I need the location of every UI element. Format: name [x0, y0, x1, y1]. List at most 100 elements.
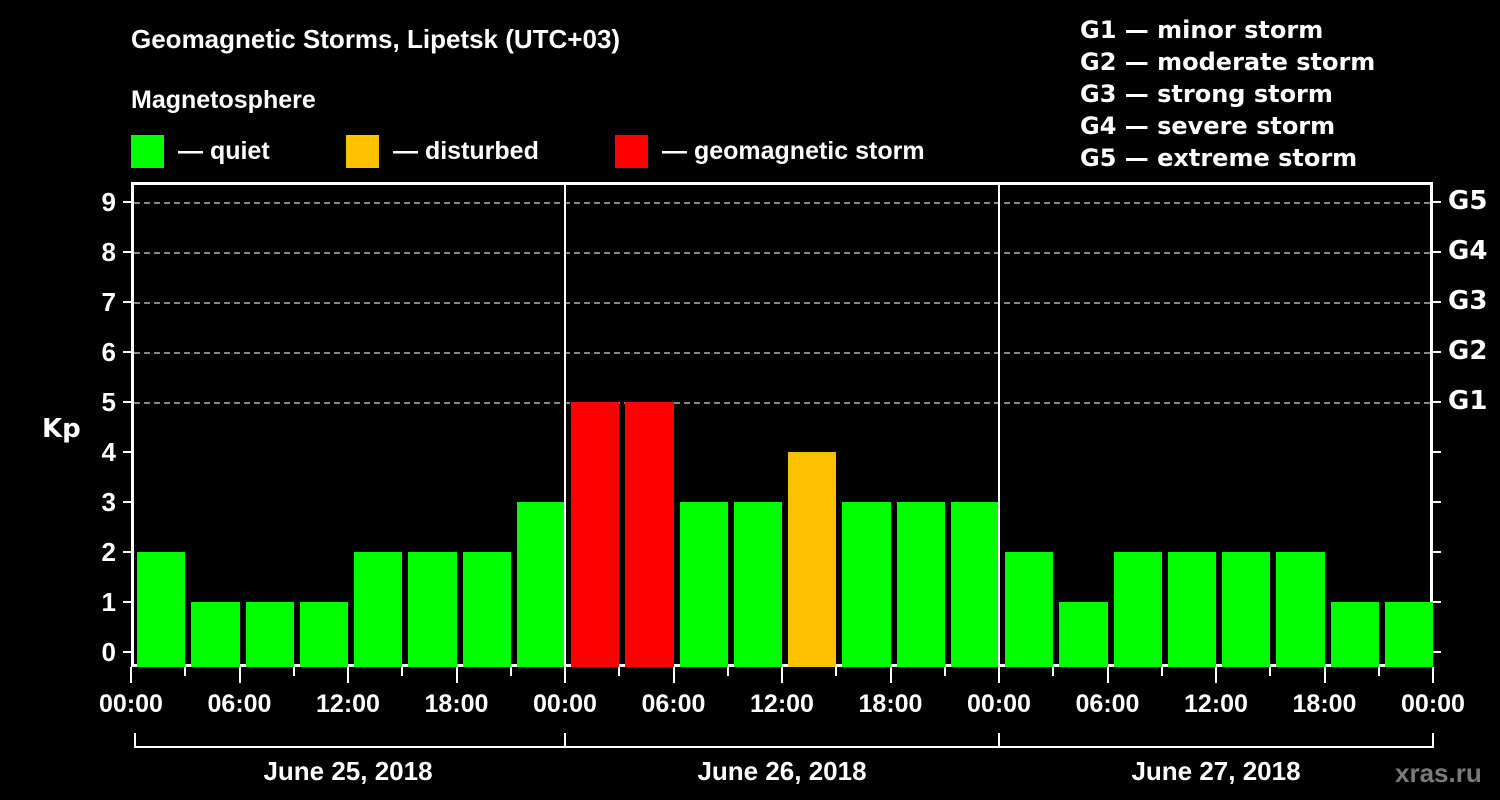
x-tick [943, 667, 946, 676]
x-tick [1432, 667, 1434, 683]
x-tick-label: 00:00 [533, 690, 597, 718]
x-tick-label: 00:00 [1401, 690, 1465, 718]
x-tick-label: 06:00 [207, 690, 272, 718]
day-bracket-tick [998, 733, 1000, 748]
x-tick [184, 667, 187, 676]
kp-bar [516, 502, 565, 667]
y-tick-label: 3 [101, 487, 116, 517]
y-tick-label: 0 [101, 637, 116, 667]
x-tick-label: 12:00 [750, 690, 814, 718]
x-tick [726, 667, 729, 676]
y-tick-right [1433, 651, 1441, 653]
kp-bar [1113, 552, 1162, 667]
kp-bar [842, 502, 891, 667]
y-tick-label: 9 [101, 187, 116, 217]
gridline [134, 402, 1430, 404]
x-tick-label: 00:00 [967, 690, 1031, 718]
kp-bar [571, 402, 620, 667]
x-tick [998, 667, 1000, 683]
legend-storm-label: — geomagnetic storm [662, 136, 925, 165]
x-tick [672, 667, 675, 683]
y-tick-label: 1 [101, 587, 116, 617]
x-tick [1215, 667, 1217, 683]
legend-quiet-label: — quiet [178, 136, 270, 165]
kp-bar [679, 502, 728, 667]
g5-legend: G5 — extreme storm [1080, 144, 1358, 172]
y-tick-right [1433, 451, 1441, 453]
kp-bar [299, 602, 348, 667]
day-label: June 27, 2018 [1131, 756, 1301, 786]
y-tick [123, 401, 131, 403]
g2-legend: G2 — moderate storm [1080, 48, 1376, 76]
g-scale-label: G2 [1448, 336, 1488, 366]
x-tick [292, 667, 295, 676]
y-tick-label: 7 [101, 287, 116, 317]
kp-bar [896, 502, 945, 667]
y-tick [123, 501, 131, 503]
y-tick-label: 6 [101, 337, 116, 367]
y-tick [123, 201, 131, 203]
day-label: June 25, 2018 [263, 756, 433, 786]
chart-title: Geomagnetic Storms, Lipetsk (UTC+03) [131, 24, 621, 54]
g-scale-label: G3 [1448, 286, 1488, 316]
g-scale-legend: G1 — minor storm G2 — moderate storm G3 … [1080, 14, 1375, 174]
kp-bar [245, 602, 294, 667]
storm-swatch [615, 134, 648, 168]
gridline [134, 202, 1430, 204]
day-divider [564, 182, 566, 667]
y-tick-right [1433, 601, 1441, 603]
y-tick-right [1433, 301, 1441, 303]
kp-bar [625, 402, 674, 667]
kp-bar [1276, 552, 1325, 667]
y-tick-right [1433, 351, 1441, 353]
gridline [134, 302, 1430, 304]
y-tick-label: 2 [101, 537, 116, 567]
y-tick-right [1433, 551, 1441, 553]
x-tick-label: 18:00 [424, 690, 489, 718]
x-tick-label: 12:00 [316, 690, 380, 718]
kp-bar [1222, 552, 1271, 667]
g3-legend: G3 — strong storm [1080, 80, 1333, 108]
day-bracket-tick [134, 733, 136, 748]
kp-bar [733, 502, 782, 667]
y-tick [123, 351, 131, 353]
g-scale-label: G1 [1448, 386, 1488, 416]
x-tick [889, 667, 892, 683]
kp-bar [1330, 602, 1379, 667]
x-tick [238, 667, 241, 683]
day-bracket-tick [564, 733, 566, 748]
g-scale-label: G5 [1448, 186, 1488, 216]
x-tick-label: 06:00 [1075, 690, 1140, 718]
y-tick [123, 301, 131, 303]
y-tick [123, 451, 131, 453]
kp-bar [1059, 602, 1108, 667]
kp-bar [950, 502, 999, 667]
legend-quiet: — quiet [131, 134, 270, 168]
y-tick-label: 4 [101, 437, 116, 467]
x-tick-label: 00:00 [99, 690, 163, 718]
gridline [134, 352, 1430, 354]
kp-bar [788, 452, 837, 667]
legend-storm: — geomagnetic storm [615, 134, 925, 168]
plot-area [131, 182, 1433, 667]
y-tick [123, 251, 131, 253]
gridline [134, 252, 1430, 254]
y-tick [123, 601, 131, 603]
quiet-swatch [131, 134, 164, 168]
y-tick [123, 551, 131, 553]
x-tick-label: 18:00 [858, 690, 923, 718]
day-bracket-line [134, 746, 1433, 748]
x-tick [564, 667, 566, 683]
g-scale-label: G4 [1448, 236, 1488, 266]
kp-bar [1167, 552, 1216, 667]
x-tick [618, 667, 621, 676]
y-tick-right [1433, 251, 1441, 253]
y-axis-label: Kp [42, 414, 81, 444]
x-tick [1377, 667, 1380, 676]
g4-legend: G4 — severe storm [1080, 112, 1336, 140]
x-tick [1052, 667, 1055, 676]
x-tick [1323, 667, 1326, 683]
y-tick-label: 5 [101, 387, 116, 417]
kp-bar [1384, 602, 1433, 667]
x-tick [455, 667, 458, 683]
